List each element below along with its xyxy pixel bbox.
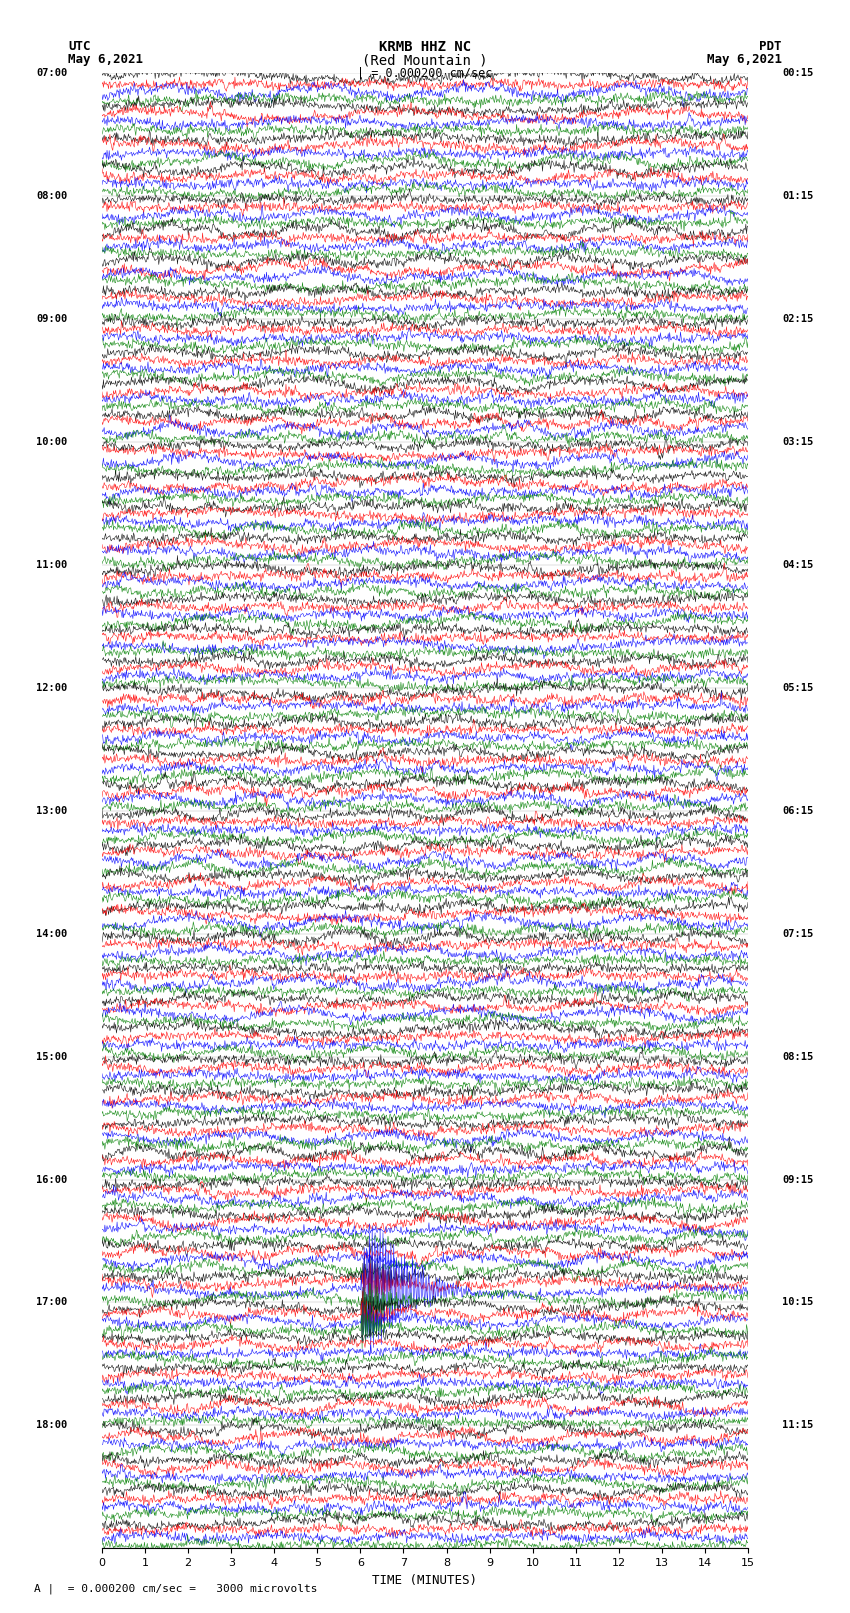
Text: 04:15: 04:15 — [783, 560, 813, 569]
Text: 08:00: 08:00 — [37, 190, 67, 200]
Text: 05:15: 05:15 — [783, 682, 813, 692]
Text: 15:00: 15:00 — [37, 1052, 67, 1061]
Text: 09:15: 09:15 — [783, 1174, 813, 1184]
Text: A |  = 0.000200 cm/sec =   3000 microvolts: A | = 0.000200 cm/sec = 3000 microvolts — [34, 1582, 318, 1594]
Text: 12:00: 12:00 — [37, 682, 67, 692]
Text: 18:00: 18:00 — [37, 1421, 67, 1431]
Text: 08:15: 08:15 — [783, 1052, 813, 1061]
Text: 16:00: 16:00 — [37, 1174, 67, 1184]
Text: 01:15: 01:15 — [783, 190, 813, 200]
Text: 02:15: 02:15 — [783, 313, 813, 324]
Text: 09:00: 09:00 — [37, 313, 67, 324]
Text: 03:15: 03:15 — [783, 437, 813, 447]
Text: 07:00: 07:00 — [37, 68, 67, 77]
Text: (Red Mountain ): (Red Mountain ) — [362, 53, 488, 68]
Text: | = 0.000200 cm/sec: | = 0.000200 cm/sec — [357, 66, 493, 79]
Text: 11:00: 11:00 — [37, 560, 67, 569]
Text: 14:00: 14:00 — [37, 929, 67, 939]
Text: 07:15: 07:15 — [783, 929, 813, 939]
Text: 13:00: 13:00 — [37, 805, 67, 816]
Text: 10:00: 10:00 — [37, 437, 67, 447]
Text: 17:00: 17:00 — [37, 1297, 67, 1308]
X-axis label: TIME (MINUTES): TIME (MINUTES) — [372, 1574, 478, 1587]
Text: May 6,2021: May 6,2021 — [68, 53, 143, 66]
Text: 00:15: 00:15 — [783, 68, 813, 77]
Text: KRMB HHZ NC: KRMB HHZ NC — [379, 40, 471, 55]
Text: 11:15: 11:15 — [783, 1421, 813, 1431]
Text: 06:15: 06:15 — [783, 805, 813, 816]
Text: 10:15: 10:15 — [783, 1297, 813, 1308]
Text: UTC: UTC — [68, 40, 90, 53]
Text: PDT: PDT — [760, 40, 782, 53]
Text: May 6,2021: May 6,2021 — [707, 53, 782, 66]
